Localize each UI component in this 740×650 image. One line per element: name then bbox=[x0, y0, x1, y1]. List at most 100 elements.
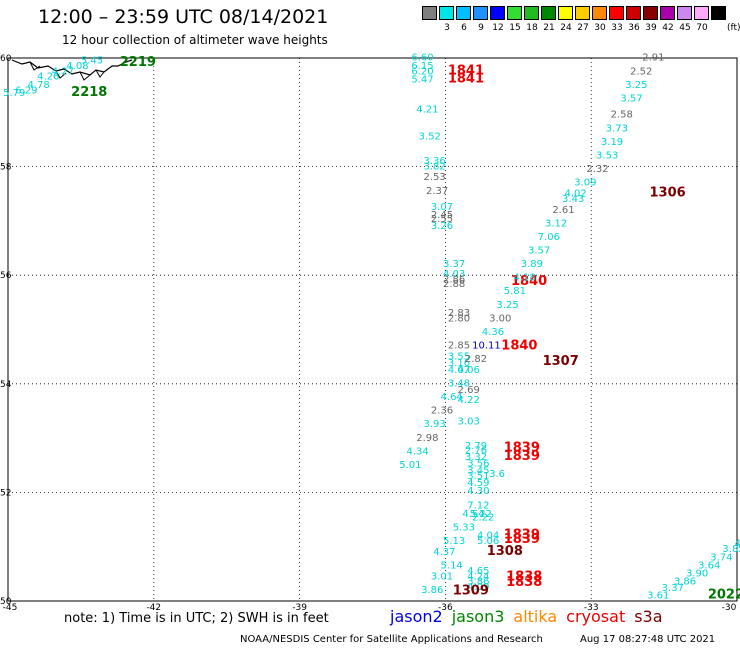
wave-height-value: 4.09 bbox=[467, 582, 489, 593]
wave-height-value: 4.64 bbox=[441, 392, 463, 403]
wave-height-value: 3.86 bbox=[421, 585, 443, 596]
wave-height-value: 4.54 bbox=[462, 509, 484, 520]
pass-time-label: 2218 bbox=[71, 85, 107, 100]
wave-height-value: 7.12 bbox=[467, 501, 489, 512]
generation-timestamp: Aug 17 08:27:48 UTC 2021 bbox=[580, 634, 716, 645]
wave-height-value: 5.01 bbox=[399, 460, 421, 471]
wave-height-value: 4.27 bbox=[52, 66, 74, 77]
wave-height-value: 4.34 bbox=[407, 446, 429, 457]
mission-cryosat: cryosat bbox=[566, 607, 626, 626]
lat-tick-label: 52 bbox=[0, 488, 11, 498]
legend-tick-label: 36 bbox=[628, 23, 640, 33]
pass-time-label: 2219 bbox=[120, 55, 156, 70]
axis-labels: -45 -42 -39 -36 -33 -30 60 58 56 54 52 50 bbox=[0, 54, 737, 613]
pass-time-label: 1839 bbox=[504, 449, 540, 464]
wave-height-value: 6.20 bbox=[411, 66, 433, 77]
legend-swatch bbox=[507, 6, 522, 20]
wave-height-value: 4.03 bbox=[443, 269, 465, 280]
legend-swatch bbox=[609, 6, 624, 20]
mission-jason2: jason2 bbox=[390, 607, 443, 626]
lon-tick-label: -30 bbox=[722, 603, 737, 613]
lon-tick-label: -39 bbox=[292, 603, 307, 613]
wave-height-value: 3.48 bbox=[448, 379, 470, 390]
wave-height-value: 2.55 bbox=[431, 214, 453, 225]
wave-height-value: 3.25 bbox=[625, 80, 647, 91]
wave-height-value: 3.16 bbox=[448, 358, 470, 369]
lat-tick-label: 50 bbox=[0, 597, 12, 607]
wave-height-value: 4.18 bbox=[513, 273, 535, 284]
wave-height-value: 2.22 bbox=[472, 513, 494, 524]
wave-height-value: 2.53 bbox=[424, 172, 446, 183]
wave-height-value: 4.37 bbox=[433, 547, 455, 558]
wave-height-value: 2.83 bbox=[448, 308, 470, 319]
mission-s3a: s3a bbox=[634, 607, 663, 626]
wave-height-value: 3.64 bbox=[698, 560, 720, 571]
wave-height-value: 4.78 bbox=[27, 80, 49, 91]
wave-height-value: 5.81 bbox=[504, 286, 526, 297]
wave-height-value: 2.32 bbox=[586, 164, 608, 175]
legend-swatch bbox=[694, 6, 709, 20]
legend-tick-label: 24 bbox=[560, 23, 572, 33]
coastline-fjords bbox=[29, 61, 105, 81]
wave-height-value: 3.82 bbox=[424, 161, 446, 172]
wave-height-value: 3.89 bbox=[521, 259, 543, 270]
wave-height-value: 3.74 bbox=[710, 552, 732, 563]
wave-height-value: 6.29 bbox=[15, 85, 37, 96]
legend-tick-label: 33 bbox=[611, 23, 623, 33]
legend-tick-label: 18 bbox=[526, 23, 538, 33]
wave-height-value: 5.33 bbox=[453, 522, 475, 533]
legend-swatch bbox=[524, 6, 539, 20]
wave-height-value: 7.06 bbox=[538, 232, 560, 243]
wave-height-value: 5.14 bbox=[441, 560, 463, 571]
wave-height-value: 2.86 bbox=[443, 274, 465, 285]
legend-tick-label: 21 bbox=[543, 23, 555, 33]
wave-height-value: 6.60 bbox=[411, 53, 433, 64]
pass-time-label: 1838 bbox=[506, 575, 542, 590]
legend-swatch bbox=[711, 6, 726, 20]
legend-tick-label: 15 bbox=[509, 23, 521, 33]
legend-swatch bbox=[422, 6, 437, 20]
map-frame bbox=[7, 57, 738, 602]
wave-height-value: 3.55 bbox=[448, 351, 470, 362]
legend-tick-label: 42 bbox=[662, 23, 674, 33]
wave-height-value: 4.30 bbox=[467, 486, 489, 497]
wave-height-value: 3.51 bbox=[467, 471, 489, 482]
wave-height-value: 3.56 bbox=[467, 458, 489, 469]
pass-time-label: 1839 bbox=[504, 532, 540, 547]
wave-height-value: 2.80 bbox=[448, 313, 470, 324]
wave-height-value: 5.45 bbox=[81, 55, 103, 66]
wave-height-value: 5.06 bbox=[477, 536, 499, 547]
wave-height-value: 4.59 bbox=[467, 478, 489, 489]
legend-swatch bbox=[490, 6, 505, 20]
wave-height-value: 2.37 bbox=[426, 186, 448, 197]
mission-jason3: jason3 bbox=[451, 607, 505, 626]
legend-tick-label: 12 bbox=[492, 23, 504, 33]
legend-swatch bbox=[626, 6, 641, 20]
wave-height-value: 3.25 bbox=[496, 300, 518, 311]
wave-height-value: 4.26 bbox=[37, 72, 59, 83]
wave-height-value: 3.37 bbox=[443, 259, 465, 270]
wave-height-value: 3.73 bbox=[606, 123, 628, 134]
wave-height-value: 3.07 bbox=[431, 202, 453, 213]
wave-height-value: 2.36 bbox=[431, 406, 453, 417]
wave-height-value: 3.86 bbox=[467, 577, 489, 588]
footnote: note: 1) Time is in UTC; 2) SWH is in fe… bbox=[64, 611, 329, 626]
legend-swatch bbox=[575, 6, 590, 20]
credit-line: NOAA/NESDIS Center for Satellite Applica… bbox=[240, 634, 543, 645]
wave-height-value: 5.13 bbox=[443, 536, 465, 547]
wave-height-value: 2.98 bbox=[416, 433, 438, 444]
lat-tick-label: 56 bbox=[0, 271, 12, 281]
wave-height-value: 2.91 bbox=[642, 53, 664, 64]
wave-height-value: 4.65 bbox=[467, 566, 489, 577]
legend-tick-label: 39 bbox=[645, 23, 657, 33]
legend-swatch bbox=[643, 6, 658, 20]
pass-time-label: 1838 bbox=[506, 569, 542, 584]
pass-time-label: 1308 bbox=[487, 544, 523, 559]
pass-time-label: 1839 bbox=[504, 528, 540, 543]
wave-height-value: 3.36 bbox=[424, 156, 446, 167]
coastline bbox=[11, 59, 133, 76]
wave-height-value: 3.00 bbox=[489, 313, 511, 324]
wave-height-value: 3.12 bbox=[545, 218, 567, 229]
wave-height-value: 3.85 bbox=[722, 544, 740, 555]
